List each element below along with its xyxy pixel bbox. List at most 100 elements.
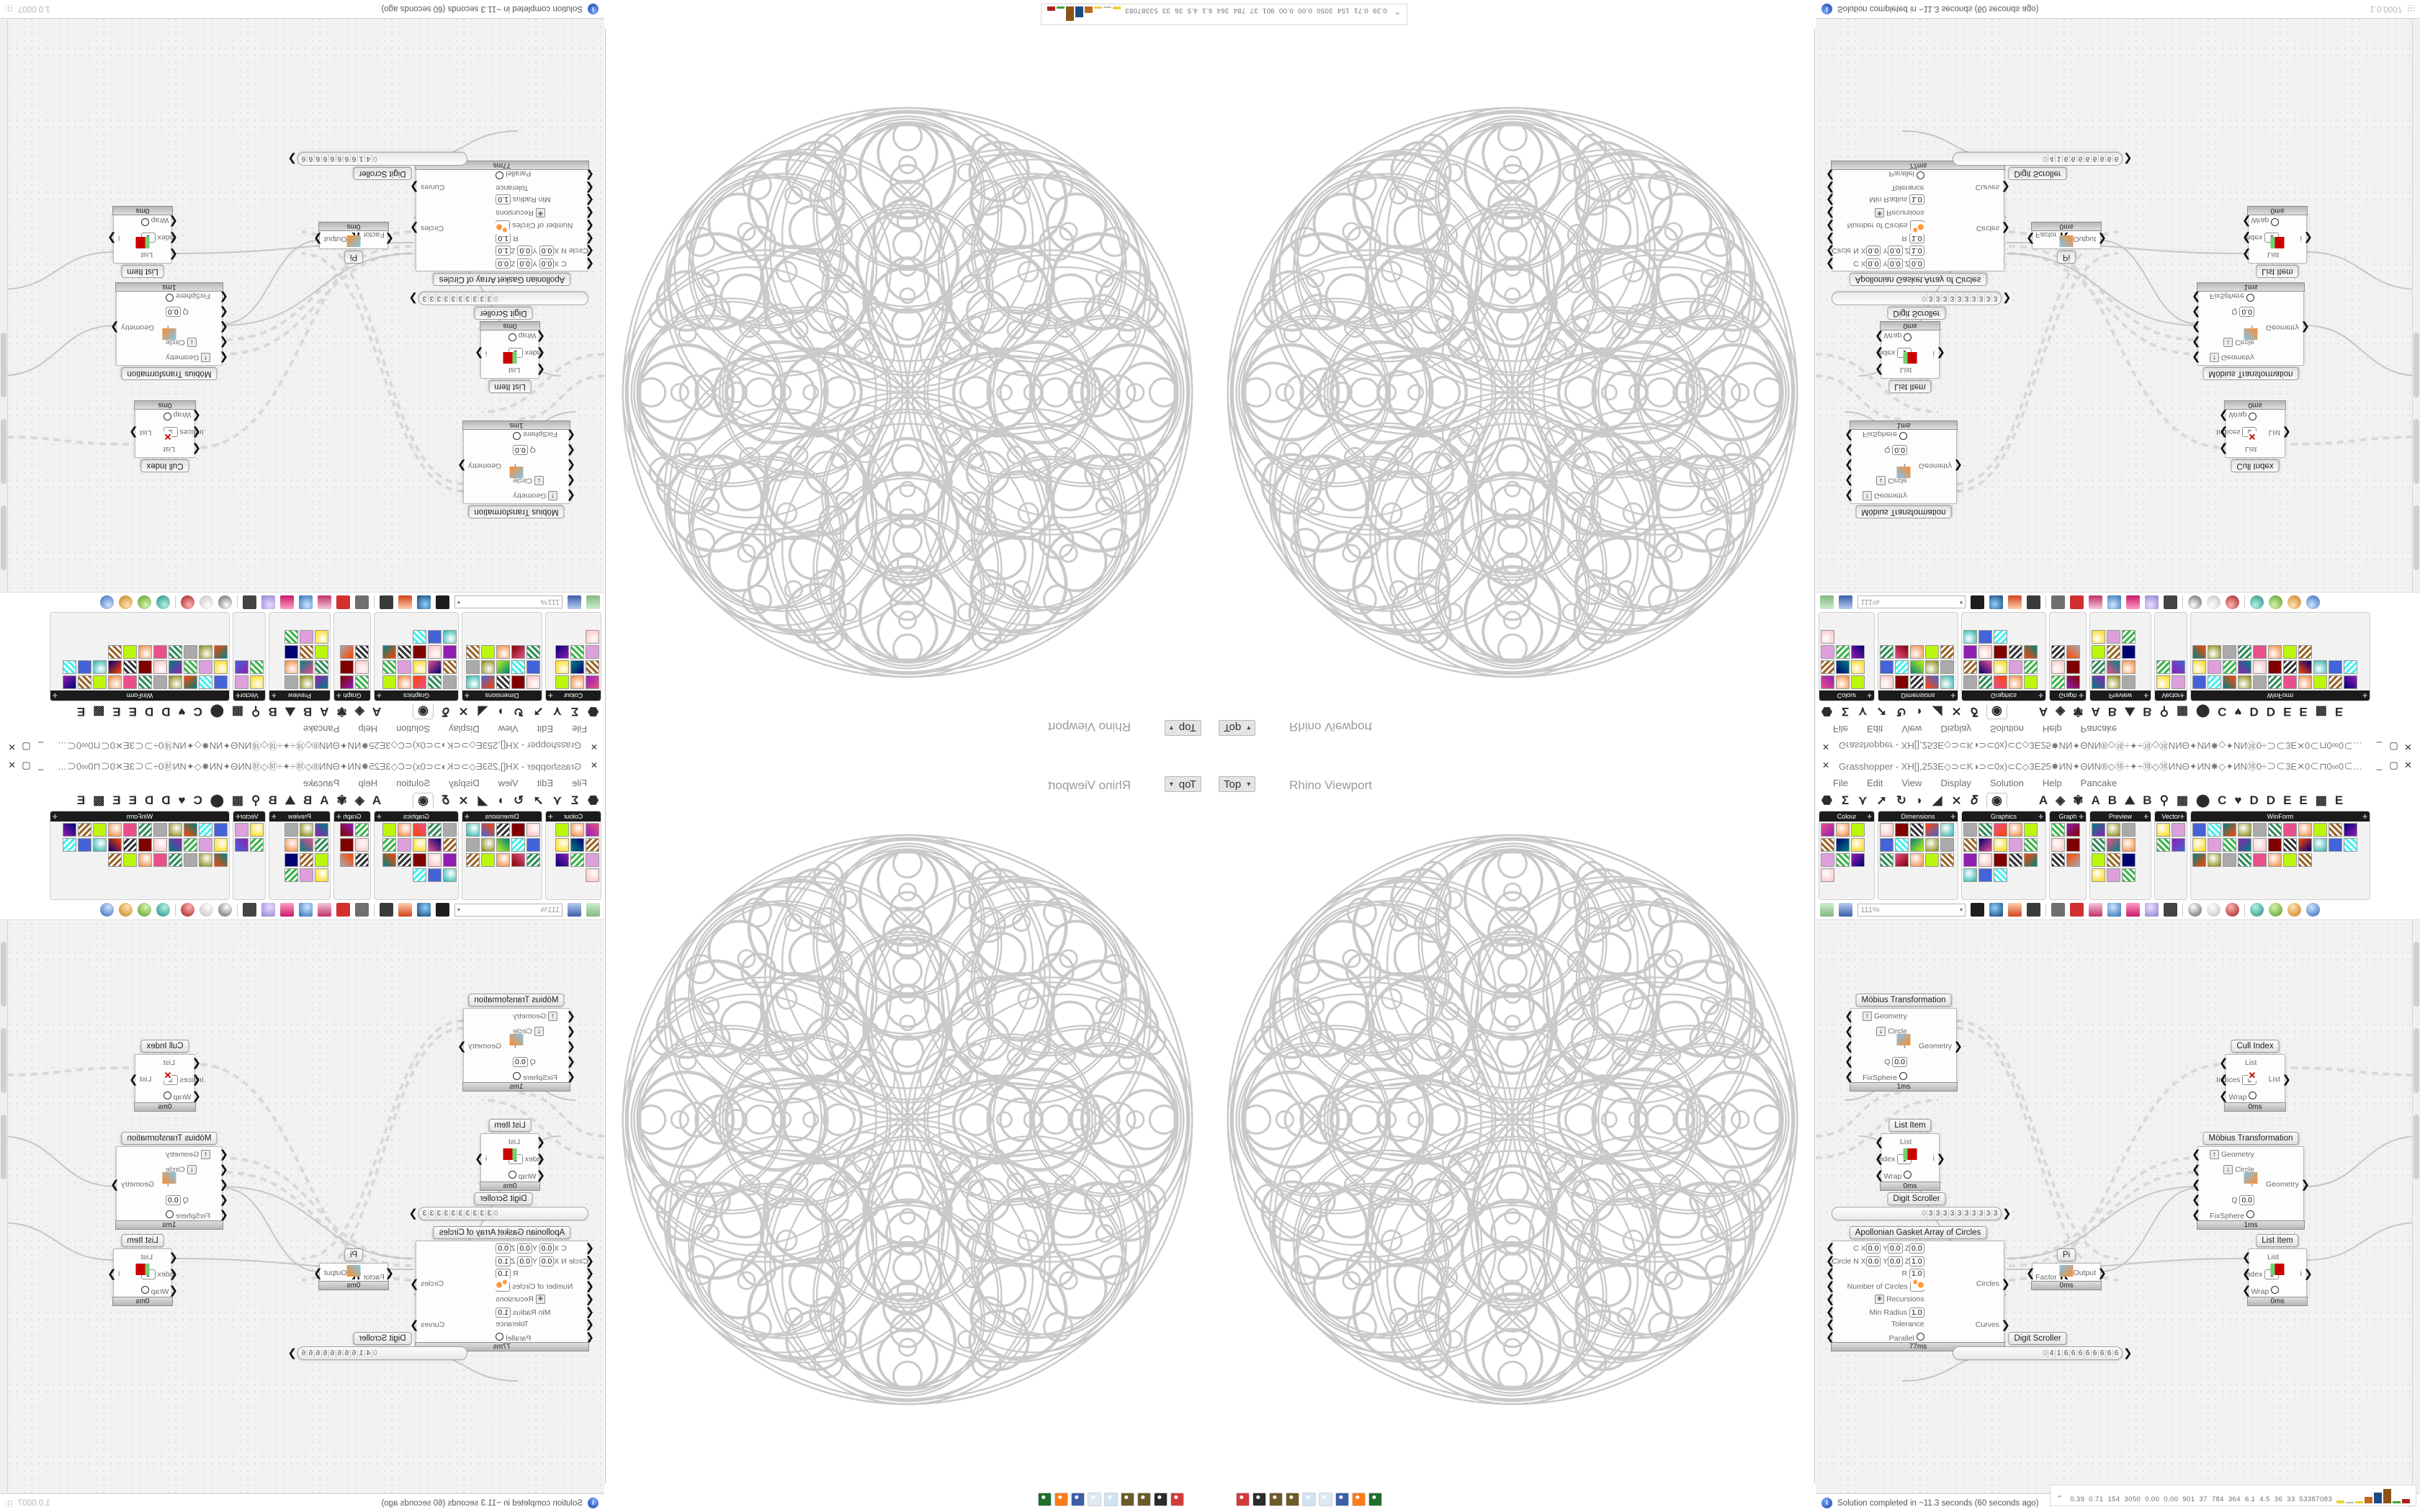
panel-tool-icon[interactable]: [2223, 645, 2236, 659]
panel-tool-icon[interactable]: [138, 838, 152, 852]
output-row[interactable]: Geometry: [468, 1042, 501, 1050]
pin-icon[interactable]: ✛: [2038, 813, 2043, 820]
ribbon-tab-icon-6[interactable]: ◢: [1932, 793, 1942, 807]
ribbon-category-icon-9[interactable]: ⬤: [2196, 793, 2210, 807]
output-row[interactable]: List: [2269, 1075, 2280, 1084]
ribbon-category-icon-15[interactable]: E: [2299, 705, 2308, 719]
panel-tool-icon[interactable]: [1963, 675, 1977, 689]
panel-tool-icon[interactable]: [1925, 823, 1939, 837]
input-y[interactable]: 0.0: [517, 1243, 532, 1254]
output-row[interactable]: Geometry: [468, 462, 501, 470]
panel-tiles[interactable]: [2050, 822, 2086, 899]
panel-tool-icon[interactable]: [108, 838, 122, 852]
panel-tool-icon[interactable]: [284, 868, 298, 882]
scroller-digit[interactable]: 4: [365, 1349, 372, 1357]
balloon-icon[interactable]: [261, 595, 275, 609]
rendered-sphere-icon[interactable]: [181, 903, 194, 917]
arrow-down-icon[interactable]: ↓: [187, 1165, 197, 1175]
component-apollonian-1[interactable]: C X0.0 Y0.0 Z0.0❮Circle N X0.0 Y0.0 Z1.0…: [410, 1241, 594, 1351]
boolean-toggle[interactable]: [166, 294, 174, 302]
arrow-up-icon[interactable]: ↑: [548, 490, 558, 500]
save-file-icon[interactable]: [568, 595, 581, 609]
input-port[interactable]: ❮: [1875, 363, 1884, 376]
panel-tool-icon[interactable]: [300, 645, 313, 659]
chevron-up-icon[interactable]: ⌃: [1394, 6, 1402, 15]
panel-tool-icon[interactable]: [2283, 645, 2297, 659]
input-row[interactable]: R 1.0: [1901, 1269, 1924, 1279]
search-icon[interactable]: [299, 903, 313, 917]
panel-tool-icon[interactable]: [570, 838, 584, 852]
save-icon[interactable]: [1335, 1492, 1349, 1506]
panel-tool-icon[interactable]: [1880, 645, 1894, 659]
input-port[interactable]: ❮: [169, 215, 178, 228]
menu-item-pancake[interactable]: Pancake: [2080, 724, 2118, 735]
maximize-button[interactable]: ▢: [2389, 760, 2398, 770]
close-button[interactable]: ✕: [8, 742, 16, 752]
ribbon-category-icon-10[interactable]: C: [193, 705, 202, 719]
panel-tool-icon[interactable]: [1940, 660, 1954, 674]
star-icon[interactable]: ✳: [1875, 1294, 1885, 1304]
input-row[interactable]: Wrap: [2251, 1285, 2280, 1296]
menu-item-file[interactable]: File: [1833, 777, 1848, 788]
output-row[interactable]: Geometry: [121, 323, 154, 332]
ribbon-right-glyphs[interactable]: A ◈ ✾ A B ⛰ B ⚲ ▦ ⬤ C ♥ D D E E ▩ E: [77, 706, 381, 719]
panel-graph[interactable]: Graph ✛: [2049, 612, 2087, 701]
panel-tool-icon[interactable]: [1836, 645, 1850, 659]
gha-assembly-icon[interactable]: [336, 595, 350, 609]
panel-tool-icon[interactable]: [570, 823, 584, 837]
panel-tool-icon[interactable]: [1940, 838, 1954, 852]
ribbon-category-icon-11[interactable]: ♥: [178, 705, 186, 719]
panel-tool-icon[interactable]: [1851, 838, 1865, 852]
input-row[interactable]: C X0.0 Y0.0 Z0.0: [496, 258, 567, 269]
input-z[interactable]: 0.0: [496, 1243, 511, 1254]
panel-tool-icon[interactable]: [1925, 660, 1939, 674]
input-port[interactable]: ❮: [566, 489, 575, 502]
component-apollonian-1[interactable]: C X0.0 Y0.0 Z0.0❮Circle N X0.0 Y0.0 Z1.0…: [410, 161, 594, 271]
panel-tool-icon[interactable]: [199, 675, 212, 689]
panel-tool-icon[interactable]: [315, 630, 328, 644]
input-value[interactable]: 1.0: [1909, 194, 1924, 205]
zoom-level-field[interactable]: 111% ▾: [454, 903, 563, 917]
component-pi-1[interactable]: Factor π❮Output❯0ms: [313, 222, 394, 249]
arrow-down-icon[interactable]: ↓: [534, 1027, 544, 1037]
panel-tool-icon[interactable]: [1978, 823, 1992, 837]
panel-tool-icon[interactable]: [2192, 838, 2206, 852]
panel-tool-icon[interactable]: [2283, 853, 2297, 867]
panel-tiles[interactable]: [269, 613, 330, 690]
zoom-extents-icon[interactable]: [436, 903, 449, 917]
component-mobius-1[interactable]: ↑ Geometry ❮ ↓ Circle ❮ T ❮ Q 0.0 ❮ FixSphere ❮ G…: [457, 1008, 575, 1092]
panel-tool-icon[interactable]: [2051, 660, 2065, 674]
input-row[interactable]: Wrap: [1883, 1170, 1912, 1181]
panel-tool-icon[interactable]: [78, 838, 91, 852]
scroller-digit[interactable]: 3: [457, 294, 465, 302]
component-cull-index-1[interactable]: List❮Indices 0❮Wrap ❮List❯✕0ms: [2216, 1054, 2291, 1112]
panel-tool-icon[interactable]: [340, 660, 354, 674]
ribbon-tab-selected[interactable]: ◉: [413, 704, 434, 720]
panel-tool-icon[interactable]: [1963, 838, 1977, 852]
ribbon-category-icon-5[interactable]: ⛰: [2125, 793, 2136, 807]
panel-tool-icon[interactable]: [235, 660, 248, 674]
panel-tool-icon[interactable]: [2066, 838, 2080, 852]
scroller-digit[interactable]: 6: [308, 155, 315, 163]
panel-tool-icon[interactable]: [93, 660, 107, 674]
output-port[interactable]: ❯: [2002, 292, 2012, 305]
panel-graphics[interactable]: Graphics ✛: [374, 811, 459, 900]
panel-tool-icon[interactable]: [1978, 660, 1992, 674]
panel-tool-icon[interactable]: [2107, 675, 2120, 689]
panel-tool-icon[interactable]: [443, 645, 457, 659]
panel-tool-icon[interactable]: [1836, 675, 1850, 689]
ribbon-tab-icon-3[interactable]: ➚: [533, 705, 544, 719]
panel-vector[interactable]: Vector ✛: [233, 811, 266, 900]
input-port[interactable]: ❮: [1845, 429, 1854, 442]
input-row[interactable]: Q 0.0: [2231, 307, 2254, 318]
output-port[interactable]: ❯: [2303, 1268, 2313, 1280]
component-cull-index-1[interactable]: List❮Indices 0❮Wrap ❮List❯✕0ms: [2216, 400, 2291, 458]
output-row[interactable]: Output: [324, 235, 347, 243]
panel-tool-icon[interactable]: [2156, 823, 2170, 837]
input-port[interactable]: ❮: [1845, 459, 1854, 472]
scroller-digit[interactable]: 6: [2076, 155, 2084, 163]
panel-tool-icon[interactable]: [496, 675, 510, 689]
panel-tiles[interactable]: [1878, 822, 1958, 899]
